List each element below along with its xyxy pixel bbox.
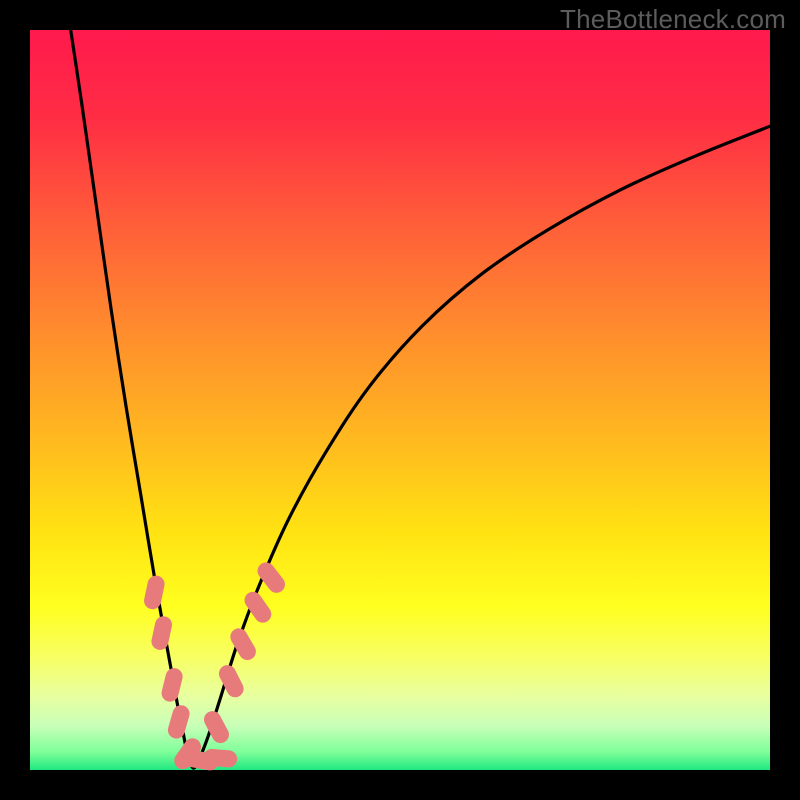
stage: TheBottleneck.com: [0, 0, 800, 800]
bottleneck-chart: [0, 0, 800, 800]
watermark-text: TheBottleneck.com: [560, 4, 786, 35]
chart-background-gradient: [30, 30, 770, 770]
